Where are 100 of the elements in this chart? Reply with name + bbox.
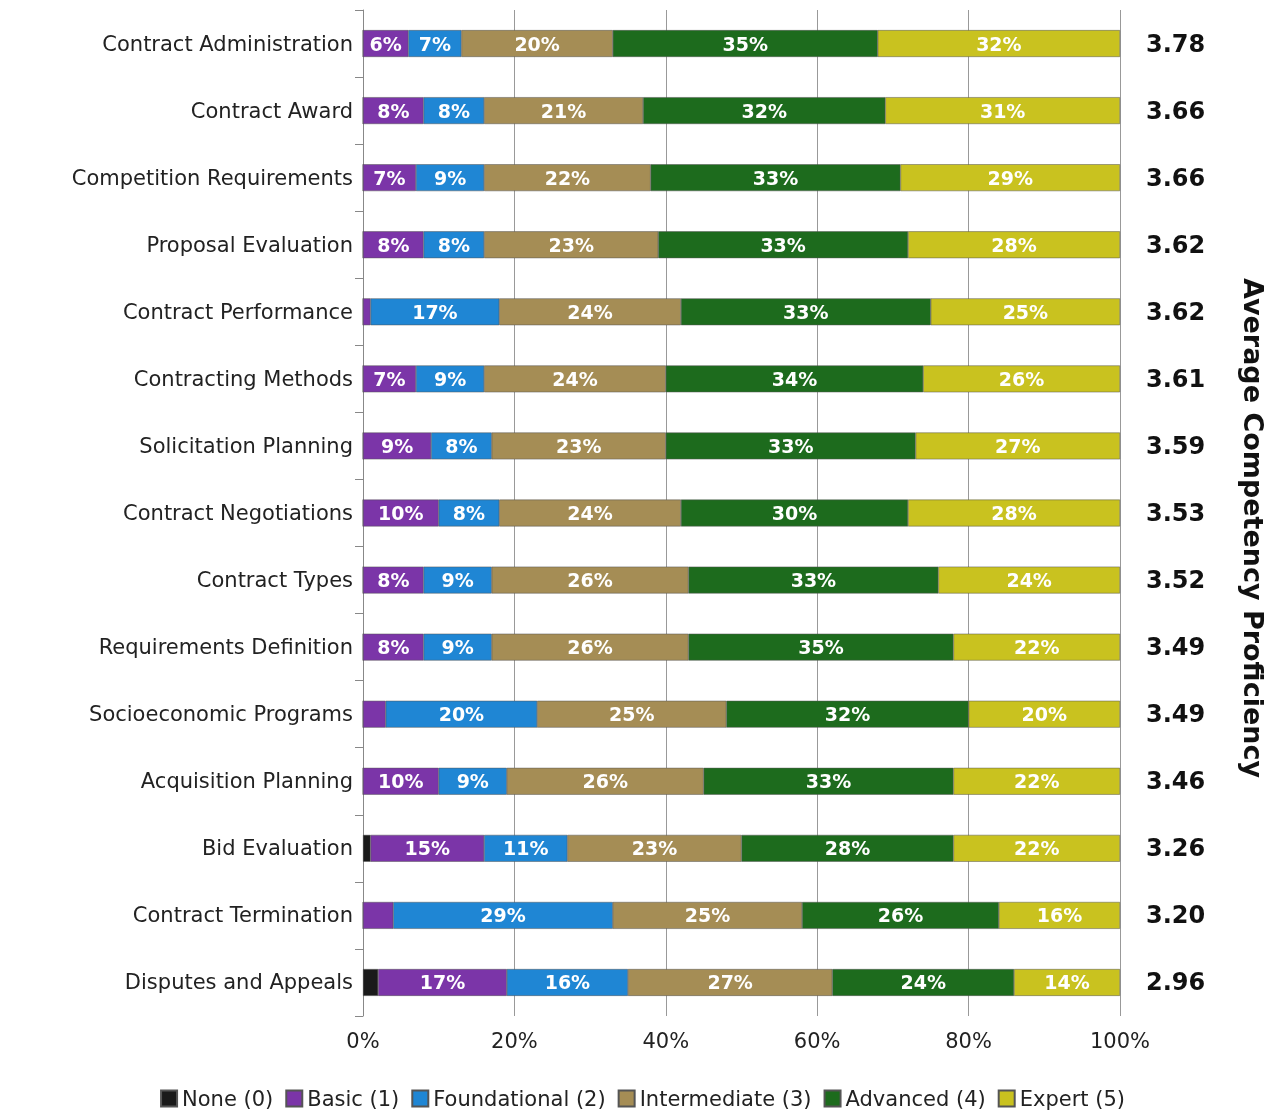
data-label: 33% [783, 300, 829, 323]
data-label: 8% [437, 99, 470, 122]
data-label: 20% [438, 703, 485, 726]
data-label: 23% [631, 837, 678, 860]
data-label: 17% [419, 971, 466, 994]
x-tick-label: 100% [1089, 1028, 1151, 1053]
y-tick-label: Socioeconomic Programs [89, 702, 353, 727]
data-label: 20% [514, 32, 560, 55]
data-label: 27% [995, 434, 1041, 457]
y-tick-label: Solicitation Planning [139, 433, 353, 458]
data-label: 10% [378, 770, 424, 793]
data-label: 32% [976, 32, 1022, 55]
data-label: 20% [1021, 703, 1068, 726]
x-tick-label: 60% [793, 1028, 841, 1053]
data-label: 28% [991, 233, 1037, 256]
y-tick-label: Disputes and Appeals [124, 970, 353, 995]
text: 3.78 [1146, 29, 1206, 58]
data-label: 9% [380, 434, 414, 457]
data-label: 25% [608, 703, 655, 726]
legend-label: None (0) [182, 1086, 274, 1111]
data-label: 30% [771, 502, 818, 524]
data-label: 29% [480, 904, 526, 927]
data-label: 28% [824, 837, 871, 860]
data-label: 9% [433, 367, 467, 390]
data-label: 22% [544, 166, 591, 189]
data-label: 26% [567, 636, 613, 659]
data-label: 32% [741, 99, 787, 122]
legend-label: Advanced (4) [845, 1086, 986, 1111]
data-label: 23% [548, 233, 594, 256]
data-label: 8% [377, 636, 410, 659]
data-label: 7% [418, 32, 452, 55]
text: 3.62 [1146, 230, 1206, 259]
data-label: 31% [979, 99, 1026, 122]
data-label: 15% [404, 837, 451, 860]
y-tick-label: Competition Requirements [71, 165, 353, 190]
text: 3.26 [1146, 834, 1206, 863]
data-label: 34% [771, 367, 818, 390]
data-label: 26% [567, 569, 613, 592]
data-label: 7% [373, 367, 406, 390]
data-label: 9% [441, 636, 474, 659]
data-label: 11% [503, 837, 549, 860]
data-label: 24% [567, 300, 613, 323]
data-label: 33% [752, 166, 799, 189]
data-label: 7% [373, 166, 406, 189]
x-tick-label: 20% [491, 1028, 538, 1053]
y-tick-label: Contract Award [190, 98, 353, 123]
data-label: 17% [412, 300, 458, 323]
y-tick-label: Proposal Evaluation [146, 232, 353, 257]
data-label: 16% [1036, 904, 1083, 927]
text: 3.20 [1146, 901, 1206, 930]
data-label: 33% [767, 434, 814, 457]
legend-label: Intermediate (3) [639, 1086, 812, 1111]
data-label: 9% [441, 569, 474, 592]
data-label: 27% [707, 971, 753, 994]
y-tick-label: Contract Termination [132, 903, 353, 928]
y-tick-label: Contract Administration [102, 31, 353, 56]
y-tick-label: Contracting Methods [133, 366, 353, 391]
data-label: 8% [445, 434, 478, 457]
data-label: 26% [998, 367, 1045, 390]
x-tick-label: 40% [642, 1028, 690, 1053]
data-label: 26% [582, 770, 628, 793]
text: 3.49 [1146, 633, 1206, 662]
data-label: 8% [437, 233, 470, 256]
text: 3.49 [1146, 700, 1206, 729]
data-label: 25% [1002, 300, 1049, 323]
data-label: 21% [540, 99, 587, 122]
y-tick-label: Requirements Definition [98, 635, 353, 660]
data-label: 33% [805, 770, 852, 793]
data-label: 8% [377, 233, 410, 256]
data-label: 14% [1044, 971, 1090, 994]
data-label: 32% [824, 703, 871, 726]
data-label: 24% [900, 971, 946, 994]
data-label: 26% [877, 904, 924, 927]
y2-axis-title: Average Competency Proficiency [1237, 277, 1269, 779]
data-label: 6% [369, 32, 402, 55]
data-label: 28% [991, 502, 1037, 524]
data-label: 23% [556, 434, 602, 457]
data-label: 24% [567, 502, 613, 524]
legend-label: Expert (5) [1019, 1086, 1125, 1111]
text: 3.61 [1146, 364, 1206, 393]
y-tick-label: Contract Performance [122, 299, 353, 324]
data-label: 8% [377, 569, 410, 592]
data-label: 29% [987, 166, 1033, 189]
text: 3.46 [1146, 767, 1206, 796]
x-tick-label: 80% [945, 1028, 992, 1053]
text: 3.62 [1146, 297, 1206, 326]
data-label: 8% [377, 99, 410, 122]
y-tick-label: Bid Evaluation [201, 836, 353, 861]
text: 3.66 [1146, 96, 1206, 125]
data-label: 9% [433, 166, 467, 189]
data-label: 22% [1013, 636, 1060, 659]
data-label: 10% [378, 502, 424, 524]
data-label: 35% [722, 32, 769, 55]
legend-label: Foundational (2) [433, 1086, 606, 1111]
y-tick-label: Contract Negotiations [123, 501, 353, 525]
data-label: 24% [552, 367, 598, 390]
legend-label: Basic (1) [307, 1086, 400, 1111]
data-label: 35% [798, 636, 844, 659]
y-tick-label: Contract Types [196, 568, 353, 593]
x-tick-label: 0% [346, 1028, 380, 1053]
